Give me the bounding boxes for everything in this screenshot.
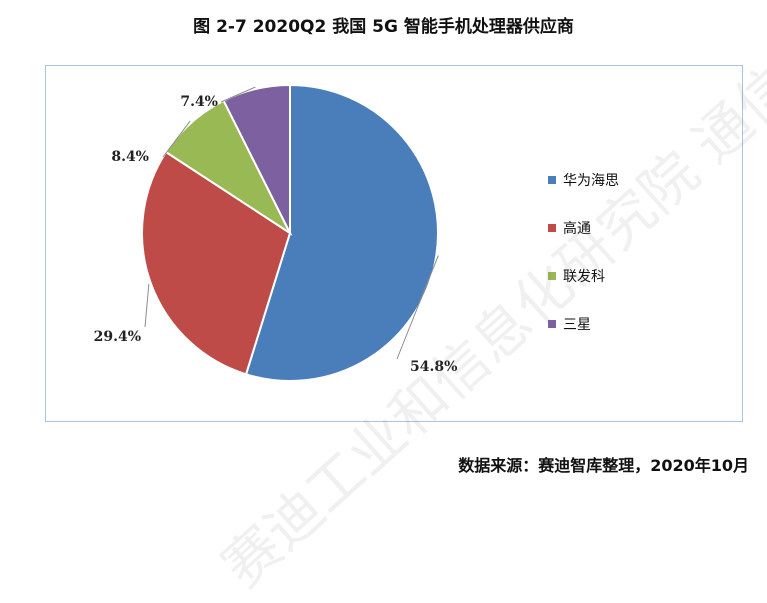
legend-swatch	[548, 176, 556, 184]
source-note: 数据来源：赛迪智库整理，2020年10月	[458, 456, 749, 475]
leader-line-samsung	[220, 86, 256, 103]
data-label-samsung: 7.4%	[180, 94, 218, 110]
pie-slice-qualcomm	[141, 150, 292, 376]
legend-label: 华为海思	[563, 173, 619, 189]
legend-label: 三星	[563, 317, 591, 333]
legend-item-mediatek: 联发科	[548, 264, 619, 288]
legend-label: 高通	[563, 221, 591, 237]
leader-line-huawei-hisilicon	[396, 255, 439, 360]
chart-title: 图 2-7 2020Q2 我国 5G 智能手机处理器供应商	[193, 17, 574, 37]
leader-line-qualcomm	[144, 283, 150, 328]
pie-chart: 54.8% 29.4% 8.4% 7.4%	[94, 83, 457, 382]
leader-line-mediatek	[162, 120, 191, 158]
legend-swatch	[548, 320, 556, 328]
legend: 华为海思 高通 联发科 三星	[548, 168, 619, 360]
legend-item-samsung: 三星	[548, 312, 619, 336]
data-label-huawei-hisilicon: 54.8%	[410, 359, 457, 375]
legend-item-qualcomm: 高通	[548, 216, 619, 240]
legend-label: 联发科	[563, 269, 605, 285]
data-label-qualcomm: 29.4%	[94, 329, 141, 345]
legend-item-huawei-hisilicon: 华为海思	[548, 168, 619, 192]
data-label-mediatek: 8.4%	[111, 149, 149, 165]
pie-slice-huawei-hisilicon	[244, 83, 439, 382]
legend-swatch	[548, 224, 556, 232]
legend-swatch	[548, 272, 556, 280]
